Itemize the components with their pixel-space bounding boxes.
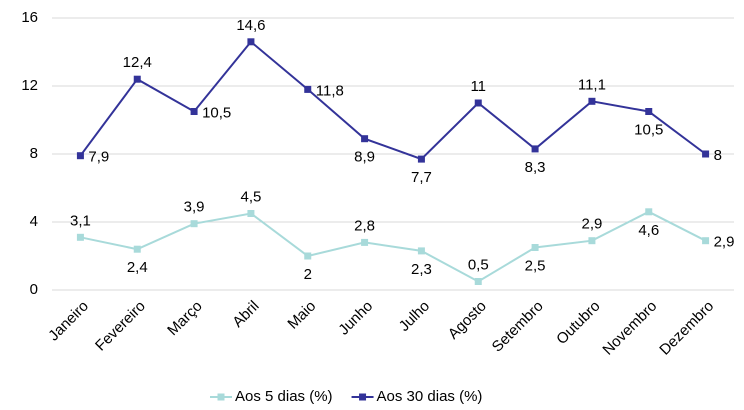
legend-marker	[218, 394, 225, 401]
data-label: 3,1	[70, 212, 91, 229]
point-marker	[588, 98, 595, 105]
data-label: 3,9	[184, 199, 205, 216]
y-tick-label: 8	[30, 145, 38, 162]
legend: Aos 5 dias (%) Aos 30 dias (%)	[210, 388, 482, 405]
legend-marker	[359, 394, 366, 401]
point-marker	[418, 247, 425, 254]
point-marker	[645, 208, 652, 215]
x-tick-label: Novembro	[599, 298, 660, 359]
point-marker	[702, 151, 709, 158]
point-marker	[702, 237, 709, 244]
point-marker	[134, 246, 141, 253]
data-label: 2,5	[525, 257, 546, 274]
point-marker	[418, 156, 425, 163]
point-marker	[77, 152, 84, 159]
data-label: 12,4	[123, 54, 152, 71]
point-marker	[532, 244, 539, 251]
x-tick-label: Abril	[229, 298, 262, 331]
point-marker	[304, 86, 311, 93]
data-label: 8,3	[525, 159, 546, 176]
data-label: 2,4	[127, 259, 148, 276]
data-label: 8,9	[354, 149, 375, 166]
point-marker	[77, 234, 84, 241]
point-marker	[191, 220, 198, 227]
data-label: 4,6	[638, 222, 659, 239]
legend-label: Aos 5 dias (%)	[235, 388, 333, 405]
data-label: 2,8	[354, 217, 375, 234]
x-tick-label: Fevereiro	[92, 298, 149, 355]
data-label: 2	[304, 266, 312, 283]
y-tick-label: 0	[30, 281, 38, 298]
point-marker	[475, 278, 482, 285]
data-label: 11,8	[316, 82, 344, 99]
x-tick-label: Junho	[335, 298, 376, 339]
point-marker	[588, 237, 595, 244]
data-label: 10,5	[634, 121, 663, 138]
y-tick-label: 4	[30, 213, 38, 230]
x-tick-label: Julho	[396, 298, 433, 335]
point-marker	[475, 100, 482, 107]
point-marker	[247, 38, 254, 45]
data-label: 7,7	[411, 169, 432, 186]
y-tick-label: 16	[21, 9, 38, 26]
data-label: 10,5	[202, 104, 231, 121]
x-tick-label: Dezembro	[656, 298, 717, 359]
point-marker	[134, 76, 141, 83]
x-tick-label: Agosto	[445, 298, 490, 343]
x-tick-label: Maio	[284, 298, 319, 333]
x-tick-label: Janeiro	[45, 298, 92, 345]
data-label: 11,1	[578, 76, 606, 93]
data-label: 8	[714, 147, 722, 164]
x-tick-label: Outubro	[553, 298, 603, 348]
data-label: 2,9	[581, 216, 602, 233]
point-marker	[247, 210, 254, 217]
x-tick-label: Março	[164, 298, 205, 339]
chart: 0 4 8 12 16 JaneiroFevereiro Março Abril Maio Jun…	[0, 0, 744, 410]
data-label: 11	[470, 78, 486, 95]
legend-label: Aos 30 dias (%)	[377, 388, 483, 405]
point-marker	[361, 135, 368, 142]
data-label: 0,5	[468, 256, 489, 273]
y-tick-label: 12	[21, 77, 38, 94]
x-tick-label: Setembro	[489, 298, 547, 356]
data-label: 4,5	[240, 188, 261, 205]
data-label: 7,9	[88, 149, 109, 166]
point-marker	[532, 145, 539, 152]
series-line	[80, 42, 705, 159]
point-marker	[304, 253, 311, 260]
point-marker	[361, 239, 368, 246]
data-label: 2,9	[714, 234, 735, 251]
data-label: 2,3	[411, 261, 432, 278]
point-marker	[191, 108, 198, 115]
point-marker	[645, 108, 652, 115]
data-label: 14,6	[236, 17, 265, 34]
